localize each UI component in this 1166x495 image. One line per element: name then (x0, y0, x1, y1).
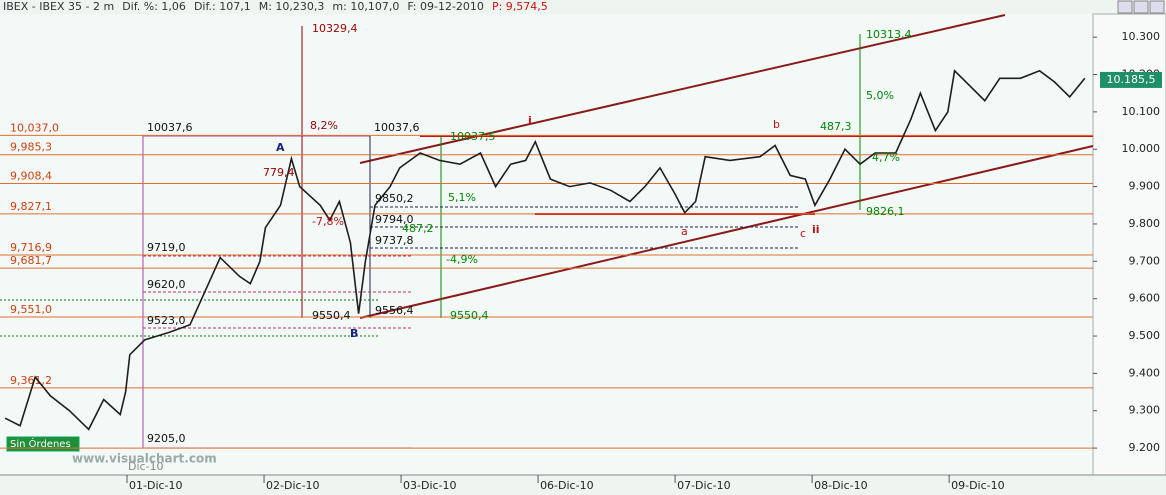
header-field: Dif.: 107,1 (194, 0, 251, 13)
status: Sin Órdenes (10, 437, 71, 450)
annotation: www.visualchart.com (72, 452, 217, 466)
annotation: ii (812, 223, 820, 236)
price-axis (1092, 13, 1166, 476)
annotation: c (800, 227, 806, 240)
annotation: 9205,0 (147, 432, 186, 445)
header-field: IBEX - IBEX 35 - 2 m (3, 0, 114, 13)
status-box (6, 436, 80, 452)
annotation: 487,2 (402, 222, 434, 235)
header-field: P: 9,574,5 (492, 0, 548, 13)
last-price-box (1100, 71, 1162, 88)
annotation: a (681, 225, 688, 238)
y-tick-label: 9.300 (1129, 404, 1161, 417)
annotation: Dic-10 (128, 460, 164, 473)
annotation: 10037,5 (450, 130, 496, 143)
channel-upper (359, 14, 1006, 164)
level-label: 9,716,9 (10, 241, 52, 254)
annotation: 9550,4 (312, 309, 351, 322)
price-line (4, 69, 1086, 431)
channel-lower (359, 145, 1094, 319)
annotation: 9850,2 (375, 192, 414, 205)
window-buttons[interactable] (1117, 0, 1165, 14)
title-bar (0, 0, 1166, 14)
last-price: 10.185,5 (1107, 73, 1156, 86)
level-label: 9,827,1 (10, 200, 52, 213)
y-tick-label: 10.300 (1122, 30, 1161, 43)
level-label: 9,361,2 (10, 374, 52, 387)
annotation: 9794,0 (375, 213, 414, 226)
x-tick-label: 07-Dic-10 (677, 479, 731, 492)
x-tick-label: 02-Dic-10 (266, 479, 320, 492)
annotation: -7,8% (312, 215, 344, 228)
annotation: 4,7% (872, 151, 900, 164)
annotation: B (350, 327, 358, 340)
annotation: 10329,4 (312, 22, 358, 35)
x-tick-label: 01-Dic-10 (129, 479, 183, 492)
annotation: 10037,6 (374, 121, 420, 134)
header-field: F: 09-12-2010 (407, 0, 484, 13)
y-tick-label: 9.700 (1129, 254, 1161, 267)
minimize-button[interactable] (1117, 0, 1133, 14)
y-tick-label: 9.400 (1129, 366, 1161, 379)
annotation: 8,2% (310, 119, 338, 132)
annotation: A (276, 141, 285, 154)
header-field: m: 10,107,0 (332, 0, 399, 13)
y-tick-label: 10.000 (1122, 142, 1161, 155)
annotation: 10313,4 (866, 28, 912, 41)
annotation: 10037,6 (147, 121, 193, 134)
annotation: b (773, 118, 780, 131)
y-tick-label: 10.100 (1122, 105, 1161, 118)
annotation: 5,1% (448, 191, 476, 204)
annotation: 9737,8 (375, 234, 414, 247)
level-label: 9,551,0 (10, 303, 52, 316)
annotation: 9550,4 (450, 309, 489, 322)
annotation: 9620,0 (147, 278, 186, 291)
header-field: M: 10,230,3 (259, 0, 325, 13)
annotation: 9523,0 (147, 314, 186, 327)
annotation: 5,0% (866, 89, 894, 102)
annotation: i (528, 114, 532, 127)
level-label: 9,681,7 (10, 254, 52, 267)
maximize-button[interactable] (1133, 0, 1149, 14)
annotation: 9826,1 (866, 205, 905, 218)
level-label: 9,908,4 (10, 169, 52, 182)
close-button[interactable] (1149, 0, 1165, 14)
plot-area (0, 14, 1093, 475)
header-field: Dif. %: 1,06 (122, 0, 186, 13)
annotation: 9719,0 (147, 241, 186, 254)
y-tick-label: 9.800 (1129, 217, 1161, 230)
annotation: 779,4 (263, 166, 295, 179)
x-tick-label: 08-Dic-10 (814, 479, 868, 492)
annotation: 9556,4 (375, 304, 414, 317)
level-label: 10,037,0 (10, 121, 59, 134)
x-tick-label: 03-Dic-10 (403, 479, 457, 492)
header: IBEX - IBEX 35 - 2 m Dif. %: 1,06 Dif.: 10… (3, 0, 548, 13)
annotation: 487,3 (820, 120, 852, 133)
y-tick-label: 9.200 (1129, 441, 1161, 454)
y-tick-label: 9.500 (1129, 329, 1161, 342)
y-tick-label: 9.600 (1129, 292, 1161, 305)
y-tick-label: 9.900 (1129, 180, 1161, 193)
x-tick-label: 06-Dic-10 (540, 479, 594, 492)
annotation: -4,9% (446, 253, 478, 266)
x-tick-label: 09-Dic-10 (951, 479, 1005, 492)
level-label: 9,985,3 (10, 141, 52, 154)
